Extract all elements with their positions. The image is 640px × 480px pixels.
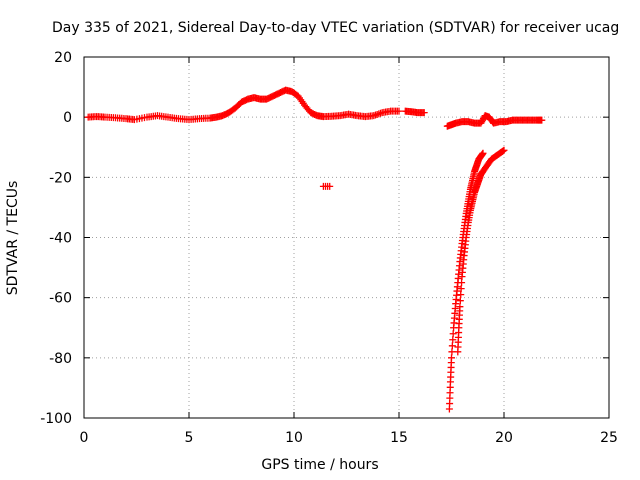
y-tick-label: -40	[49, 231, 72, 247]
x-tick-label: 0	[80, 430, 89, 446]
x-tick-label: 20	[495, 430, 513, 446]
data-point	[479, 149, 487, 157]
y-tick-label: -100	[40, 411, 72, 427]
series-segment-15-16	[401, 107, 428, 117]
data-point	[395, 107, 403, 115]
data-point	[448, 342, 456, 350]
data-point	[420, 109, 428, 117]
plot-frame	[83, 56, 610, 419]
chart-title: Day 335 of 2021, Sidereal Day-to-day VTE…	[52, 20, 620, 36]
data-point	[456, 297, 464, 305]
data-point	[458, 279, 466, 287]
data-point	[538, 116, 546, 124]
y-axis-label: SDTVAR / TECUs	[5, 180, 21, 296]
data-point	[449, 330, 457, 338]
data-point	[457, 285, 465, 293]
series-outlier	[319, 182, 334, 190]
x-tick-label: 15	[390, 430, 408, 446]
series-late-baseline	[443, 112, 546, 130]
y-tick-label: -20	[49, 170, 72, 186]
y-tick-label: -80	[49, 351, 72, 367]
data-point	[479, 116, 487, 124]
data-point	[477, 119, 485, 127]
data-point	[448, 354, 455, 362]
series-descent-1	[445, 149, 487, 413]
y-tick-label: 20	[54, 50, 72, 66]
x-tick-label: 10	[285, 430, 303, 446]
data-point	[326, 182, 334, 190]
data-point	[456, 303, 464, 311]
y-tick-label: -60	[49, 291, 72, 307]
data-point	[449, 336, 457, 344]
x-axis-label: GPS time / hours	[261, 457, 379, 473]
data-point	[457, 291, 465, 299]
data-point	[500, 146, 508, 154]
x-tick-label: 5	[185, 430, 194, 446]
series-baseline	[84, 86, 403, 124]
data-point	[478, 118, 486, 126]
x-tick-label: 25	[600, 430, 618, 446]
data-point	[448, 348, 456, 356]
y-tick-label: 0	[63, 110, 72, 126]
series-descent-2	[454, 146, 508, 356]
